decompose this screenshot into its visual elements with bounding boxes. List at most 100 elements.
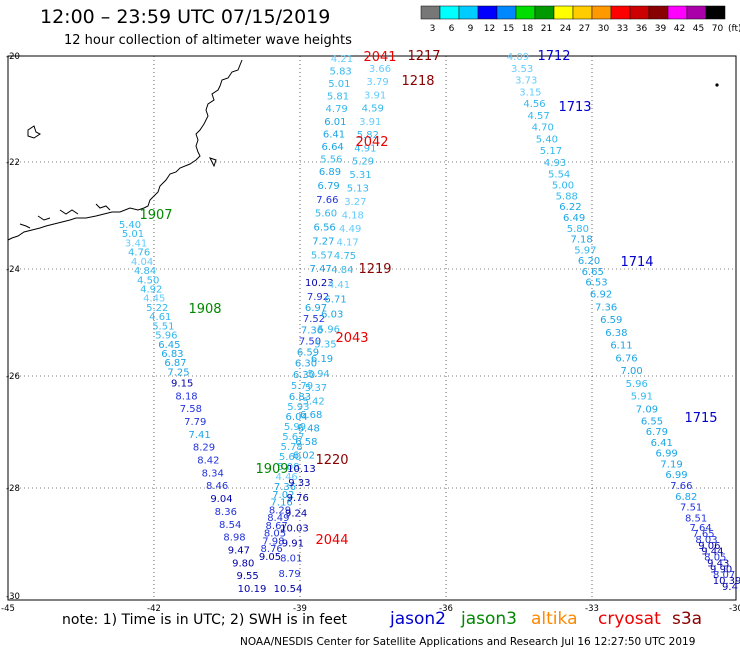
s3a-track-value: 6.19 <box>311 354 333 365</box>
jason2-track-value: 3.73 <box>515 76 537 87</box>
cryosat-track-value: 8.05 <box>264 529 286 540</box>
satellite-s3a: s3a <box>672 609 703 629</box>
cryosat-track-value: 4.46 <box>276 472 298 483</box>
cryosat-track-value: 5.93 <box>287 402 309 413</box>
pass-label: 1715 <box>684 411 717 426</box>
cryosat-track-value: 5.67 <box>282 432 304 443</box>
legend-tick-label: 36 <box>636 24 648 34</box>
cryosat-track-value: 6.56 <box>314 223 336 234</box>
legend-swatch <box>496 5 517 20</box>
cryosat-track-value: 4.79 <box>326 104 348 115</box>
cryosat-track-value: 7.16 <box>271 498 293 509</box>
longitude-label: -30 <box>729 604 740 614</box>
legend-tick-label: 21 <box>541 24 552 34</box>
legend-swatch <box>667 5 688 20</box>
s3a-track-value: 10.54 <box>274 584 303 595</box>
latitude-label: -22 <box>6 158 20 168</box>
legend-tick-label: 33 <box>617 24 628 34</box>
jason3-track-value: 8.34 <box>202 468 224 479</box>
jason2-track-value: 6.59 <box>600 315 622 326</box>
cryosat-track-value: 6.79 <box>318 181 340 192</box>
pass-label: 1909 <box>255 462 288 477</box>
latitude-label: -28 <box>6 484 20 494</box>
cryosat-track-value: 7.92 <box>307 292 329 303</box>
jason2-track-value: 8.51 <box>685 513 707 524</box>
cryosat-track-value: 7.66 <box>316 195 338 206</box>
jason3-track-value: 5.96 <box>155 331 177 342</box>
legend-swatch <box>439 5 460 20</box>
legend-tick-label: 70 <box>712 24 724 34</box>
pass-label: 1908 <box>188 302 221 317</box>
cryosat-track-value: 6.97 <box>305 303 327 314</box>
s3a-track-value: 4.18 <box>342 211 364 222</box>
legend-swatch <box>534 5 555 20</box>
s3a-track-value: 4.41 <box>328 280 350 291</box>
legend-swatch <box>515 5 536 20</box>
legend-swatch <box>705 5 726 20</box>
pass-labels: 1907 1908 1909 2041 2042 2043 2044 1217 1218 1219… <box>139 49 717 548</box>
jason2-track-value: 9.90 <box>710 564 732 575</box>
legend-tick-label: 45 <box>693 24 704 34</box>
jason2-track-value: 5.91 <box>631 392 653 403</box>
satellite-cryosat: cryosat <box>598 609 661 629</box>
cryosat-track-value: 6.30 <box>293 370 315 381</box>
jason3-track-value: 7.41 <box>189 430 211 441</box>
s3a-track-value: 5.96 <box>318 324 340 335</box>
pass-label: 1712 <box>537 49 570 64</box>
cryosat-track-value: 6.41 <box>323 129 345 140</box>
jason3-track-value: 8.36 <box>215 507 237 518</box>
latitude-label: -26 <box>6 372 20 382</box>
cryosat-track-value: 5.81 <box>327 92 349 103</box>
jason2-track-value: 5.97 <box>574 245 596 256</box>
s3a-track-value: 8.79 <box>278 569 300 580</box>
jason2-track-value: 6.49 <box>563 213 585 224</box>
s3a-track-value: 6.68 <box>300 410 322 421</box>
s3a-track-value: 6.48 <box>298 423 320 434</box>
jason3-track-value: 4.76 <box>128 248 150 259</box>
jason3-track-value: 6.87 <box>164 358 186 369</box>
jason3-track-value: 10.19 <box>238 584 267 595</box>
pass-label: 1907 <box>139 208 172 223</box>
legend-tick-label: 9 <box>468 24 474 34</box>
cryosat-track-value: 7.36 <box>274 482 296 493</box>
satellite-tracks: 5.405.013.414.764.044.844.504.924.455.22… <box>119 52 740 595</box>
jason3-track-value: 9.80 <box>232 558 254 569</box>
jason3-track-value: 9.04 <box>210 494 232 505</box>
jason2-track-value: 6.65 <box>582 267 604 278</box>
jason2-track-value: 4.93 <box>544 158 566 169</box>
jason2-track-value: 7.18 <box>570 235 592 246</box>
cryosat-track-value: 4.21 <box>331 54 353 65</box>
jason3-track-value: 8.29 <box>193 443 215 454</box>
cryosat-track-value: 7.52 <box>303 314 325 325</box>
cryosat-track-value: 8.29 <box>269 505 291 516</box>
jason3-track-value: 6.83 <box>161 349 183 360</box>
latitude-label: -20 <box>6 52 20 62</box>
jason2-track-value: 9.06 <box>698 541 720 552</box>
cryosat-track-value: 6.64 <box>322 142 344 153</box>
legend-swatch <box>477 5 498 20</box>
jason2-track-value: 7.19 <box>660 459 682 470</box>
jason2-track-value: 6.76 <box>615 353 637 364</box>
jason2-track-value: 8.03 <box>695 535 717 546</box>
cryosat-track-value: 5.78 <box>281 442 303 453</box>
cryosat-track-value: 5.60 <box>315 209 337 220</box>
cryosat-track-value: 7.50 <box>299 336 321 347</box>
legend-tick-label: 12 <box>484 24 495 34</box>
cryosat-track-value: 6.01 <box>324 117 346 128</box>
jason3-track-value: 8.54 <box>219 520 241 531</box>
s3a-track-value: 5.94 <box>308 369 330 380</box>
legend-swatch <box>458 5 479 20</box>
legend-swatch <box>629 5 650 20</box>
legend-swatch <box>553 5 574 20</box>
s3a-track-value: 6.58 <box>295 437 317 448</box>
s3a-track-value: 4.91 <box>354 143 376 154</box>
s3a-track-value: 3.91 <box>364 90 386 101</box>
jason3-track-value: 5.40 <box>119 220 141 231</box>
jason2-track-value: 7.00 <box>621 366 643 377</box>
cryosat-track-value: 7.27 <box>312 236 334 247</box>
jason3-track-value: 8.46 <box>206 481 228 492</box>
map-frame <box>7 55 737 601</box>
cryosat-track-value: 5.08 <box>277 462 299 473</box>
jason2-track-value: 5.00 <box>552 181 574 192</box>
